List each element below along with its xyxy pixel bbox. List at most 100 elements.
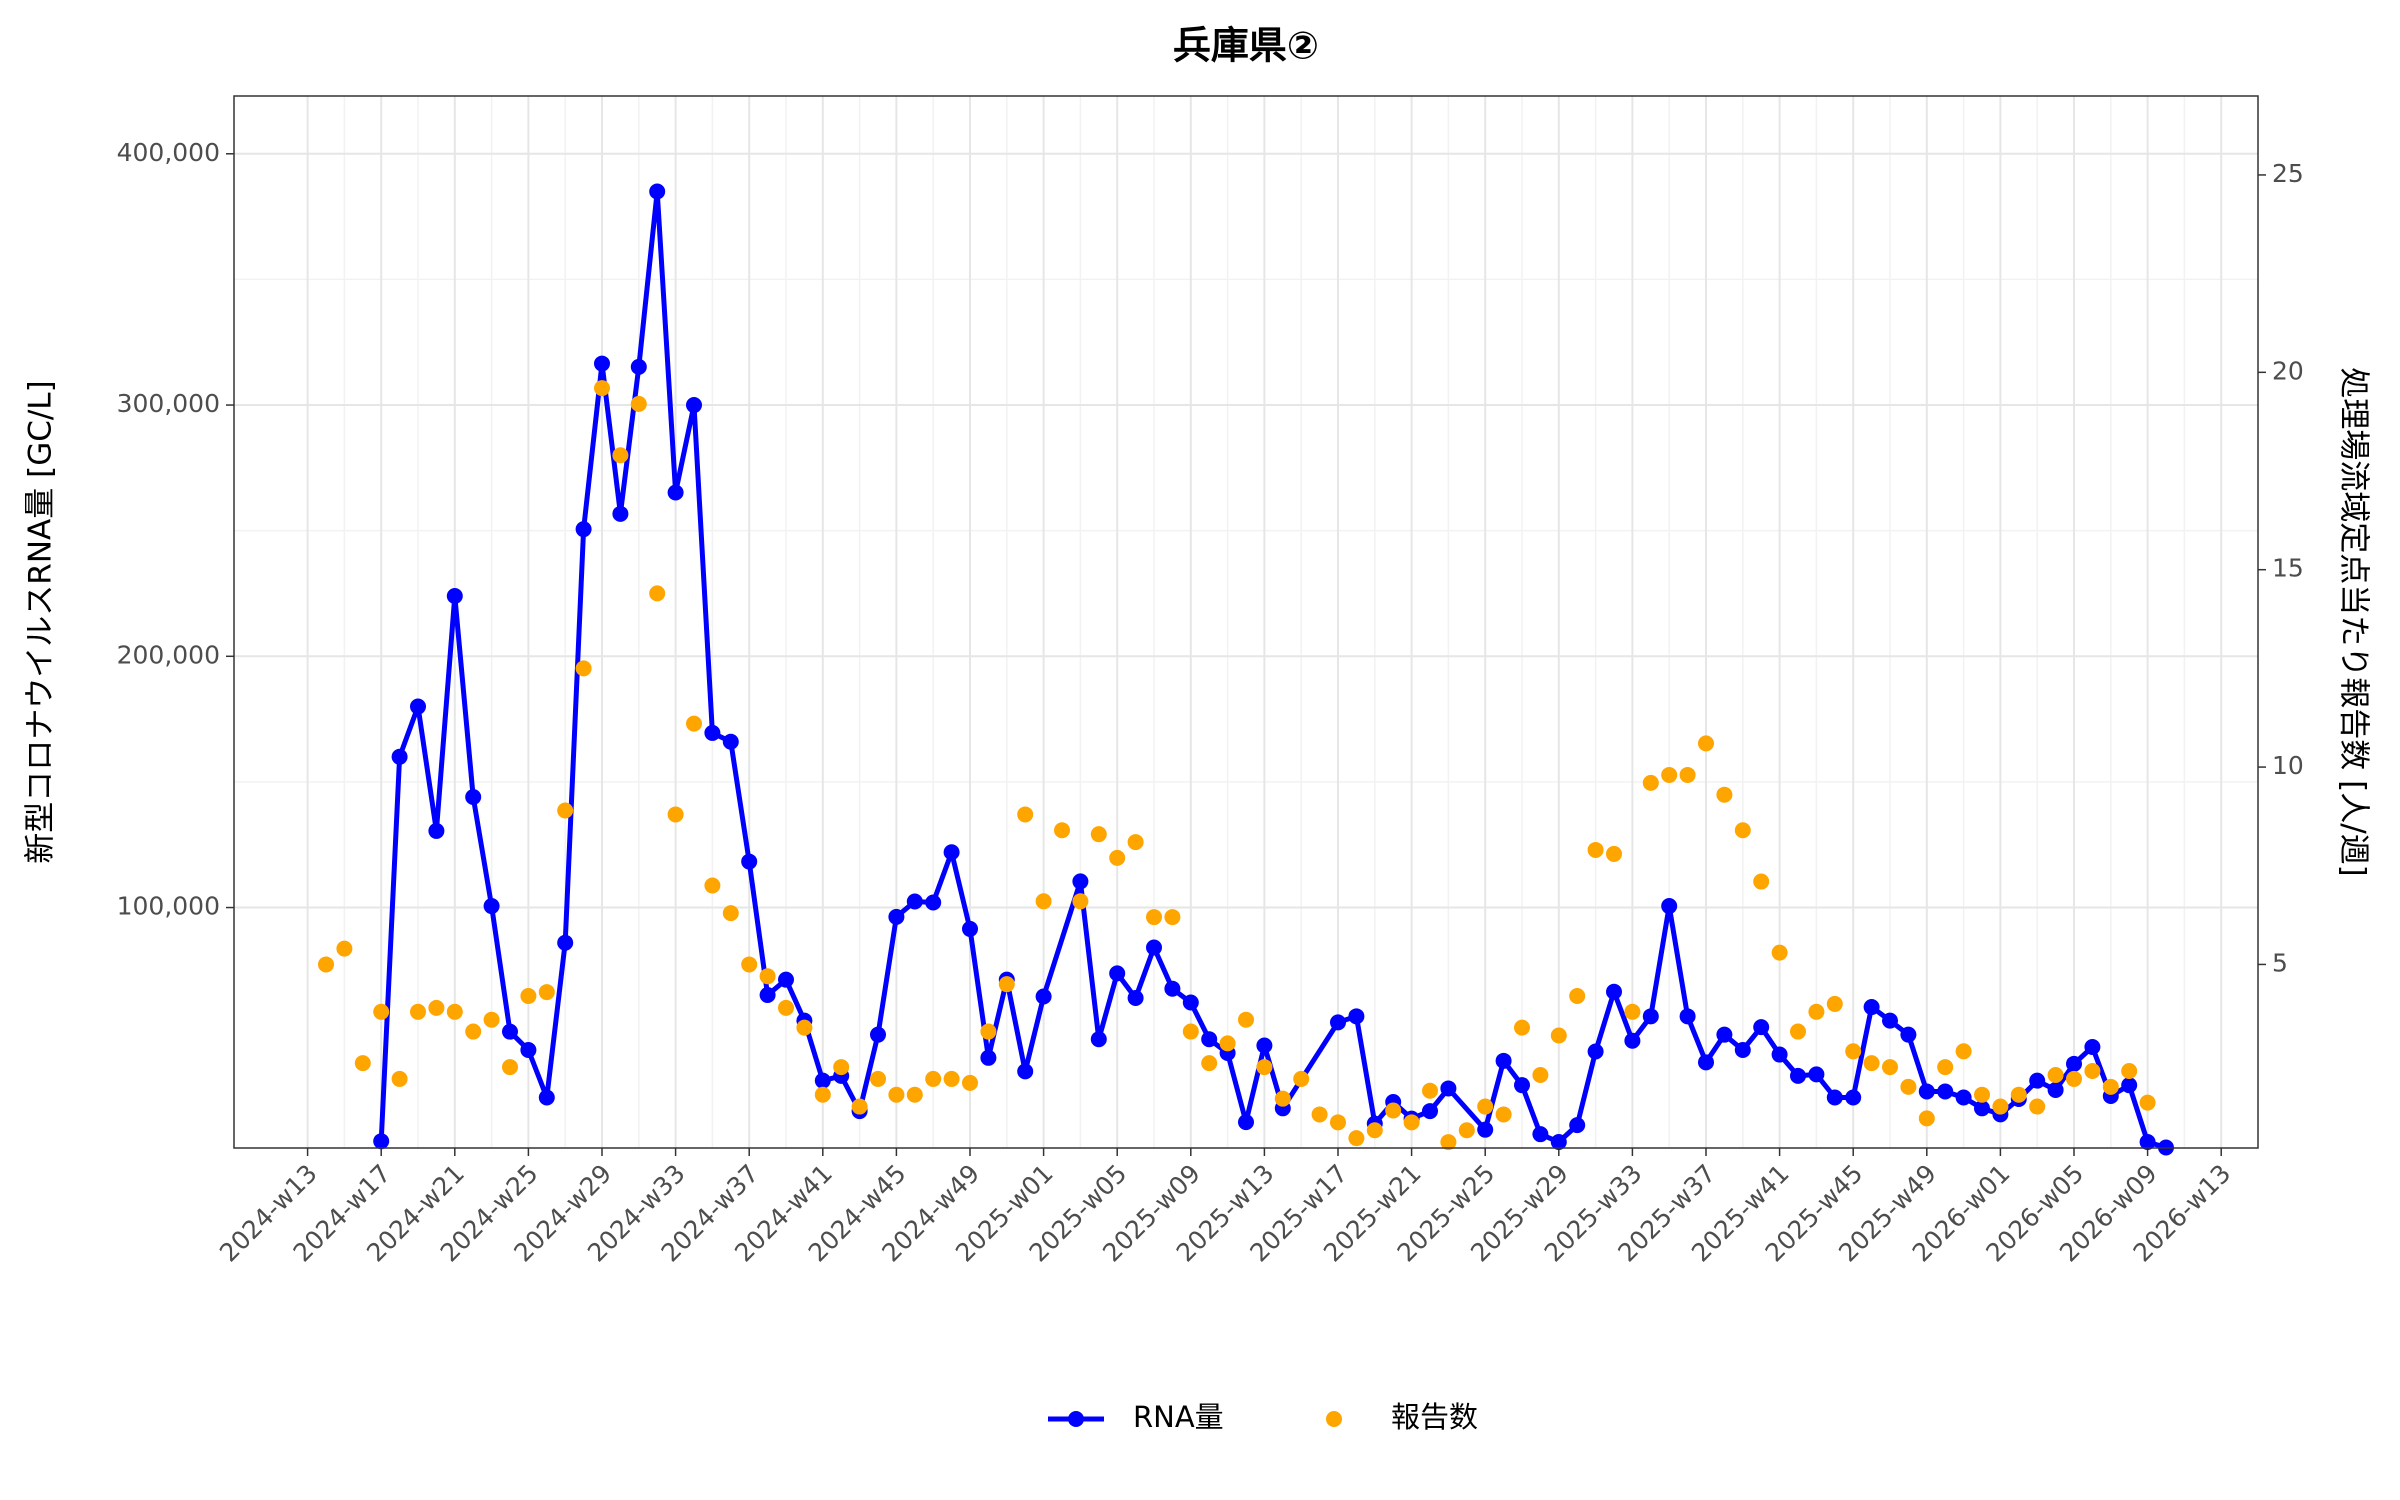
data-point [1090, 826, 1107, 843]
data-point [538, 984, 555, 1001]
data-point [759, 968, 776, 985]
data-point [1330, 1014, 1346, 1031]
data-point [1845, 1089, 1862, 1106]
data-point [1164, 909, 1181, 926]
data-point [483, 898, 500, 915]
data-point [1606, 845, 1622, 862]
data-point [1182, 1023, 1199, 1040]
chart-title: 兵庫県② [1173, 24, 1319, 68]
legend-marker [1326, 1411, 1342, 1427]
data-point [1035, 893, 1052, 910]
data-point [1624, 1003, 1641, 1020]
data-point [1201, 1031, 1218, 1048]
data-point [1238, 1114, 1254, 1131]
data-point [1863, 999, 1880, 1016]
data-point [1918, 1083, 1935, 1100]
data-point [1514, 1019, 1530, 1036]
data-point [796, 1019, 813, 1036]
y-tick-label: 400,000 [117, 138, 220, 167]
data-point [2139, 1133, 2156, 1150]
data-point [2066, 1055, 2082, 1072]
data-point [575, 521, 592, 538]
data-point [1569, 1117, 1586, 1134]
data-point [741, 853, 758, 870]
data-point [667, 806, 684, 823]
data-point [465, 788, 482, 805]
data-point [1937, 1059, 1954, 1076]
data-point [1219, 1035, 1236, 1052]
y2-tick-label: 5 [2272, 948, 2288, 977]
data-point [2084, 1038, 2101, 1055]
y-tick-label: 100,000 [117, 892, 220, 921]
data-point [1955, 1043, 1972, 1060]
y2-tick-label: 20 [2272, 356, 2304, 385]
data-point [741, 956, 758, 973]
data-point [1661, 766, 1678, 783]
data-point [943, 1070, 960, 1087]
data-point [1440, 1080, 1457, 1097]
data-point [2029, 1098, 2046, 1115]
data-point [1458, 1122, 1475, 1139]
data-point [2121, 1063, 2138, 1080]
legend-marker [1068, 1411, 1084, 1427]
data-point [594, 355, 610, 372]
data-point [1035, 988, 1052, 1005]
data-point [2029, 1072, 2046, 1089]
data-point [1771, 1046, 1788, 1063]
data-point [980, 1023, 997, 1040]
data-point [1090, 1031, 1107, 1048]
data-point [759, 986, 776, 1003]
grid [234, 96, 2258, 1148]
data-point [575, 660, 592, 677]
data-point [1256, 1037, 1273, 1054]
data-point [1440, 1134, 1457, 1151]
data-point [1477, 1121, 1494, 1138]
data-point [594, 380, 610, 397]
y-tick-label: 200,000 [117, 640, 220, 669]
data-point [1293, 1070, 1310, 1087]
series [318, 380, 2156, 1151]
data-point [962, 1074, 978, 1091]
data-point [1256, 1059, 1273, 1076]
data-point [1201, 1055, 1218, 1072]
data-point [1790, 1023, 1806, 1040]
data-point [1790, 1067, 1806, 1084]
data-point [998, 976, 1015, 993]
data-point [1974, 1100, 1990, 1117]
data-point [538, 1089, 555, 1106]
data-point [520, 1042, 537, 1059]
data-point [2084, 1063, 2101, 1080]
data-point [428, 822, 445, 839]
data-point [1937, 1083, 1954, 1100]
y2-tick-label: 15 [2272, 554, 2304, 583]
data-point [1569, 988, 1586, 1005]
legend-label: RNA量 [1133, 1400, 1224, 1434]
data-point [870, 1026, 886, 1043]
data-point [1238, 1011, 1254, 1028]
data-point [1072, 873, 1089, 890]
data-point [373, 1003, 390, 1020]
data-point [1146, 939, 1162, 956]
data-point [1366, 1122, 1383, 1139]
legend: RNA量 報告数 [1048, 1400, 1478, 1434]
data-point [1716, 786, 1733, 803]
data-point [1127, 834, 1144, 851]
y-axis-title: 新型コロナウイルスRNA量 [GC/L] [23, 380, 59, 863]
data-point [1624, 1032, 1641, 1049]
data-point [1422, 1103, 1438, 1120]
data-point [2010, 1086, 2027, 1103]
data-point [1532, 1066, 1549, 1083]
data-point [1716, 1026, 1733, 1043]
data-point [1017, 1063, 1034, 1080]
data-point [2102, 1078, 2119, 1095]
data-point [1808, 1066, 1825, 1083]
legend-label: 報告数 [1391, 1400, 1478, 1434]
data-point [906, 1086, 923, 1103]
data-point [410, 698, 426, 715]
data-point [612, 505, 629, 522]
data-point [1550, 1133, 1567, 1150]
data-point [704, 877, 721, 894]
data-point [888, 908, 905, 925]
data-point [1514, 1077, 1530, 1094]
